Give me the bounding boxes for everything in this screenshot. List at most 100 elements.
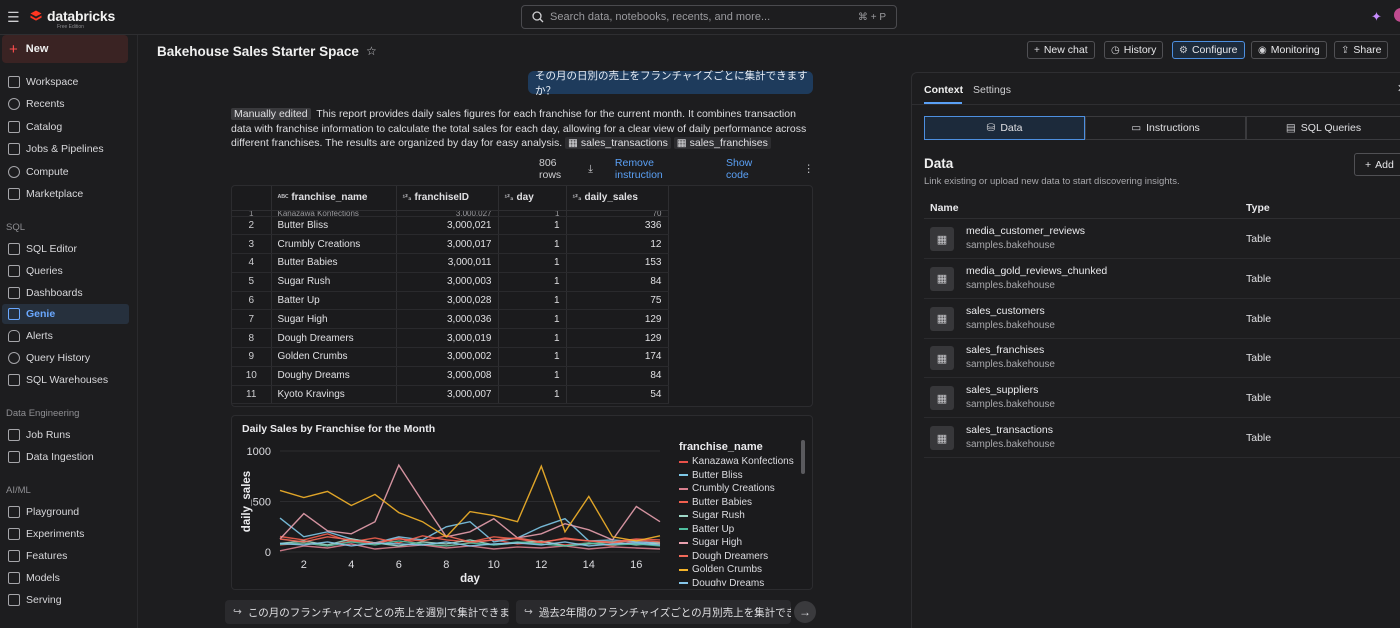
close-panel-icon[interactable]: ✕	[1397, 82, 1400, 95]
data-table-row[interactable]: ▦ sales_suppliers samples.bakehouse Table	[924, 378, 1400, 419]
sidebar-item-recents[interactable]: Recents	[2, 94, 129, 114]
table-chip-sales-franchises[interactable]: ▦ sales_franchises	[673, 137, 771, 149]
table-icon: ▦	[930, 426, 954, 450]
sidebar-item-label: Query History	[26, 352, 91, 364]
column-header-franchise-id[interactable]: ¹²₃ franchiseID	[396, 186, 499, 211]
sidebar-item-alerts[interactable]: Alerts	[2, 326, 129, 346]
legend-label: Dough Dreamers	[692, 550, 769, 562]
column-header-daily-sales[interactable]: ¹²₃ daily_sales	[566, 186, 669, 211]
data-table-row[interactable]: ▦ media_gold_reviews_chunked samples.bakeh…	[924, 259, 1400, 299]
show-code-link[interactable]: Show code	[725, 157, 753, 181]
data-table-row[interactable]: ▦ sales_transactions samples.bakehouse Tabl…	[924, 418, 1400, 458]
legend-item[interactable]: Golden Crumbs	[679, 563, 804, 577]
sidebar-item-sql-warehouses[interactable]: SQL Warehouses	[2, 370, 129, 390]
sidebar-item-genie[interactable]: Genie	[2, 304, 129, 324]
download-icon[interactable]: ⤓	[588, 162, 593, 175]
monitoring-button[interactable]: ◉ Monitoring	[1251, 41, 1327, 59]
share-button[interactable]: ⇪ Share	[1334, 41, 1389, 59]
legend-item[interactable]: Doughy Dreams	[679, 577, 804, 586]
sidebar-item-workspace[interactable]: Workspace	[2, 72, 129, 92]
sidebar-item-experiments[interactable]: Experiments	[2, 524, 129, 544]
remove-instruction-link[interactable]: Remove instruction	[614, 157, 663, 181]
legend-swatch	[679, 568, 688, 571]
star-icon[interactable]: ☆	[366, 44, 377, 58]
y-tick-label: 0	[265, 547, 271, 559]
table-row: 1 Kanazawa Konfections 3,000,027 1 70	[232, 210, 669, 217]
sidebar-item-job-runs[interactable]: Job Runs	[2, 425, 129, 445]
number-type-icon: ¹²₃	[572, 193, 582, 203]
x-tick-label: 10	[488, 559, 500, 571]
sidebar-item-data-ingestion[interactable]: Data Ingestion	[2, 447, 129, 467]
legend-scrollbar[interactable]	[801, 440, 805, 474]
sidebar-item-dashboards[interactable]: Dashboards	[2, 283, 129, 303]
databricks-logo[interactable]: databricks	[30, 8, 115, 24]
table-name: sales_franchises	[966, 344, 1045, 357]
data-table-row[interactable]: ▦ sales_franchises samples.bakehouse Table	[924, 338, 1400, 379]
cell-franchise-name: Golden Crumbs	[271, 347, 397, 367]
column-header-day[interactable]: ¹²₃ day	[498, 186, 567, 211]
sidebar-item-label: Dashboards	[26, 287, 83, 299]
tab-context[interactable]: Context	[924, 84, 964, 96]
new-chat-button[interactable]: + New chat	[1027, 41, 1095, 59]
legend-item[interactable]: Butter Babies	[679, 496, 804, 510]
data-table-row[interactable]: ▦ sales_customers samples.bakehouse Table	[924, 299, 1400, 339]
legend-item[interactable]: Butter Bliss	[679, 469, 804, 483]
sidebar-item-label: SQL Editor	[26, 243, 77, 255]
cell-day: 1	[498, 309, 567, 330]
sidebar-item-models[interactable]: Models	[2, 568, 129, 588]
table-row: 2 Butter Bliss 3,000,021 1 336	[232, 216, 669, 236]
user-avatar[interactable]	[1394, 8, 1400, 22]
more-options-icon[interactable]: ⋮	[803, 163, 814, 175]
x-tick-label: 16	[630, 559, 642, 571]
column-header-name: Name	[930, 202, 959, 214]
add-data-button[interactable]: + Add	[1354, 153, 1400, 176]
sidebar-item-jobs-pipelines[interactable]: Jobs & Pipelines	[2, 139, 129, 159]
sidebar-item-marketplace[interactable]: Marketplace	[2, 184, 129, 204]
cell-daily-sales: 84	[566, 366, 669, 386]
segment-sql-queries[interactable]: ▤ SQL Queries	[1246, 116, 1400, 140]
next-suggestions-arrow-icon[interactable]: →	[794, 601, 816, 623]
reply-arrow-icon: ↪	[524, 606, 533, 618]
sidebar-item-label: Data Ingestion	[26, 451, 94, 463]
data-table-row[interactable]: ▦ media_customer_reviews samples.bakehouse…	[924, 219, 1400, 259]
table-row: 8 Dough Dreamers 3,000,019 1 129	[232, 328, 669, 349]
sidebar-item-serving[interactable]: Serving	[2, 590, 129, 610]
legend-item[interactable]: Crumbly Creations	[679, 482, 804, 496]
legend-item[interactable]: Sugar High	[679, 536, 804, 550]
legend-item[interactable]: Batter Up	[679, 523, 804, 537]
legend-item[interactable]: Kanazawa Konfections	[679, 455, 804, 469]
table-chip-sales-transactions[interactable]: ▦ sales_transactions	[565, 137, 671, 149]
cell-franchise-name: Kyoto Kravings	[271, 385, 397, 405]
history-button[interactable]: ◷ History	[1104, 41, 1164, 59]
sidebar-item-query-history[interactable]: Query History	[2, 348, 129, 368]
legend-item[interactable]: Dough Dreamers	[679, 550, 804, 564]
sidebar-item-catalog[interactable]: Catalog	[2, 117, 129, 137]
segment-data[interactable]: ⛁ Data	[924, 116, 1085, 140]
legend-swatch	[679, 555, 688, 558]
suggestion-chip-1[interactable]: ↪ この月のフランチャイズごとの売上を週別で集計できますか？	[225, 600, 509, 624]
suggestion-chip-2[interactable]: ↪ 過去2年間のフランチャイズごとの月別売上を集計できますか？	[516, 600, 791, 624]
legend-item[interactable]: Sugar Rush	[679, 509, 804, 523]
x-tick-label: 4	[348, 559, 354, 571]
column-header-franchise-name[interactable]: ᴬᴮꟲ franchise_name	[271, 186, 397, 211]
x-tick-label: 8	[443, 559, 449, 571]
segment-instructions[interactable]: ▭ Instructions	[1085, 116, 1246, 140]
sidebar-item-features[interactable]: Features	[2, 546, 129, 566]
series-line-9	[279, 541, 661, 547]
configure-button[interactable]: ⚙ Configure	[1172, 41, 1245, 59]
sidebar-item-sql-editor[interactable]: SQL Editor	[2, 239, 129, 259]
sidebar-item-queries[interactable]: Queries	[2, 261, 129, 281]
history-icon: ◷	[1111, 44, 1120, 56]
search-input[interactable]: Search data, notebooks, recents, and mor…	[521, 5, 897, 29]
tab-settings[interactable]: Settings	[973, 84, 1011, 96]
user-question-bubble: その月の日別の売上をフランチャイズごとに集計できますか？	[528, 70, 813, 97]
share-label: Share	[1353, 44, 1382, 56]
hamburger-menu-icon[interactable]: ☰	[7, 9, 20, 25]
table-schema: samples.bakehouse	[966, 319, 1055, 331]
sidebar-item-playground[interactable]: Playground	[2, 502, 129, 522]
assistant-sparkle-icon[interactable]: ✦	[1371, 9, 1382, 24]
table-row: 9 Golden Crumbs 3,000,002 1 174	[232, 347, 669, 367]
sidebar-item-compute[interactable]: Compute	[2, 162, 129, 182]
cell-franchise-id: 3,000,011	[396, 253, 499, 273]
new-button[interactable]: + New	[2, 35, 128, 63]
